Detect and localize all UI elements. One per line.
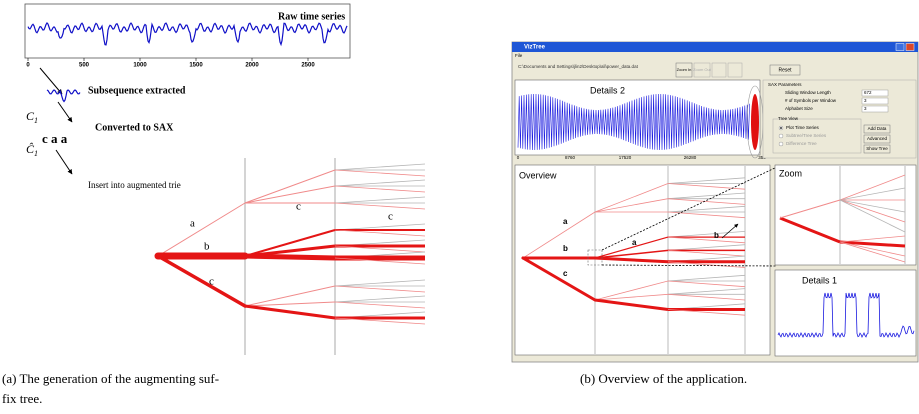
close-button[interactable] <box>906 44 914 51</box>
button[interactable] <box>712 63 726 77</box>
suffix-tree <box>158 164 425 324</box>
raw-series-label: Raw time series <box>278 11 345 22</box>
caption: (a) The generation of the augmenting suf… <box>2 371 219 386</box>
figure: Raw time series 0 500 1000 1500 2000 2500 Sub… <box>0 0 919 414</box>
side-buttons: Add Data Advanced Show Tree <box>864 125 890 153</box>
edge <box>245 186 335 203</box>
panel-a: Raw time series 0 500 1000 1500 2000 2500 Sub… <box>2 4 425 406</box>
edge <box>335 302 425 308</box>
button[interactable] <box>728 63 742 77</box>
title-bar <box>512 42 918 52</box>
tick-label: 1500 <box>189 63 203 69</box>
radio[interactable] <box>779 142 783 146</box>
option-label[interactable]: Subtree/Tree Series <box>786 133 827 138</box>
tick-label: 2500 <box>301 63 315 69</box>
edge <box>335 186 425 192</box>
button-label[interactable]: Show Tree <box>866 146 888 151</box>
window-button[interactable] <box>896 44 904 51</box>
zoom-title: Zoom <box>779 168 802 178</box>
edge <box>245 170 335 203</box>
subsequence-index: 1 <box>34 116 38 125</box>
param-label: # of Symbols per Window <box>785 98 837 103</box>
button-label[interactable]: Zoom Out <box>693 67 712 72</box>
step-label: Insert into augmented trie <box>88 180 181 190</box>
edge-label: c <box>563 269 568 278</box>
panel-b: VizTree File C:\Documents and Settings\j… <box>512 42 918 386</box>
option-label[interactable]: Plot Time Series <box>786 125 820 130</box>
file-path: C:\Documents and Settings\jlin2\Desktop\… <box>518 64 639 69</box>
edge-label: b <box>563 244 568 253</box>
step-label: Subsequence extracted <box>88 85 186 96</box>
zoom-panel <box>775 165 916 265</box>
caption: fix tree. <box>2 391 42 406</box>
edge-label: a <box>190 218 195 230</box>
menu[interactable]: File <box>515 53 523 58</box>
edge-label: c <box>388 211 393 223</box>
tick-label: 1000 <box>133 63 147 69</box>
button-label[interactable]: Reset <box>778 67 792 73</box>
radio-dot <box>780 127 782 129</box>
window-title: VizTree <box>524 45 546 51</box>
radio[interactable] <box>779 134 783 138</box>
tick-label: 17520 <box>619 155 632 160</box>
edge <box>335 203 425 209</box>
arrow <box>56 150 72 174</box>
subsequence <box>47 90 80 102</box>
highlight <box>751 94 759 150</box>
edge <box>245 256 335 258</box>
param-value[interactable]: 672 <box>864 90 872 95</box>
arrow <box>58 102 72 122</box>
param-label: Sliding Window Length <box>785 90 831 95</box>
edge <box>158 256 245 306</box>
edge <box>245 306 335 318</box>
button-label[interactable]: Add Data <box>868 126 887 131</box>
tree-view-title: Tree View <box>778 116 799 121</box>
edge-label: a <box>632 238 637 247</box>
tick-label: 0 <box>26 63 30 69</box>
edge-label: b <box>714 231 719 240</box>
tick-label: 500 <box>79 63 90 69</box>
edge <box>335 197 425 203</box>
edge-label: c <box>209 276 214 288</box>
button-label[interactable]: Advanced <box>867 136 888 141</box>
axis-ticks: 0 500 1000 1500 2000 2500 <box>26 58 315 69</box>
edge-label: a <box>563 217 568 226</box>
tick-label: 26280 <box>684 155 697 160</box>
edge <box>335 296 425 302</box>
caption: (b) Overview of the application. <box>580 371 747 386</box>
button-label[interactable]: Zoom In <box>677 67 692 72</box>
tick-label: 8760 <box>565 155 576 160</box>
details2-title: Details 2 <box>590 85 625 95</box>
edge <box>335 180 425 186</box>
details1-title: Details 1 <box>802 275 837 285</box>
tick-label: 2000 <box>245 63 259 69</box>
edge <box>158 203 245 256</box>
edge-label: b <box>204 241 210 253</box>
sax-index: 1 <box>34 149 38 158</box>
step-label: Converted to SAX <box>95 122 174 133</box>
option-label[interactable]: Difference Tree <box>786 141 817 146</box>
edge <box>335 164 425 170</box>
sax-title: SAX Parameters <box>768 82 802 87</box>
overview-title: Overview <box>519 170 557 180</box>
sax-word: c a a <box>42 131 68 146</box>
arrow <box>40 68 62 94</box>
edge-label: c <box>296 201 301 213</box>
edge <box>335 280 425 286</box>
param-label: Alphabet Size <box>785 106 813 111</box>
edge <box>335 170 425 176</box>
edge <box>335 286 425 292</box>
